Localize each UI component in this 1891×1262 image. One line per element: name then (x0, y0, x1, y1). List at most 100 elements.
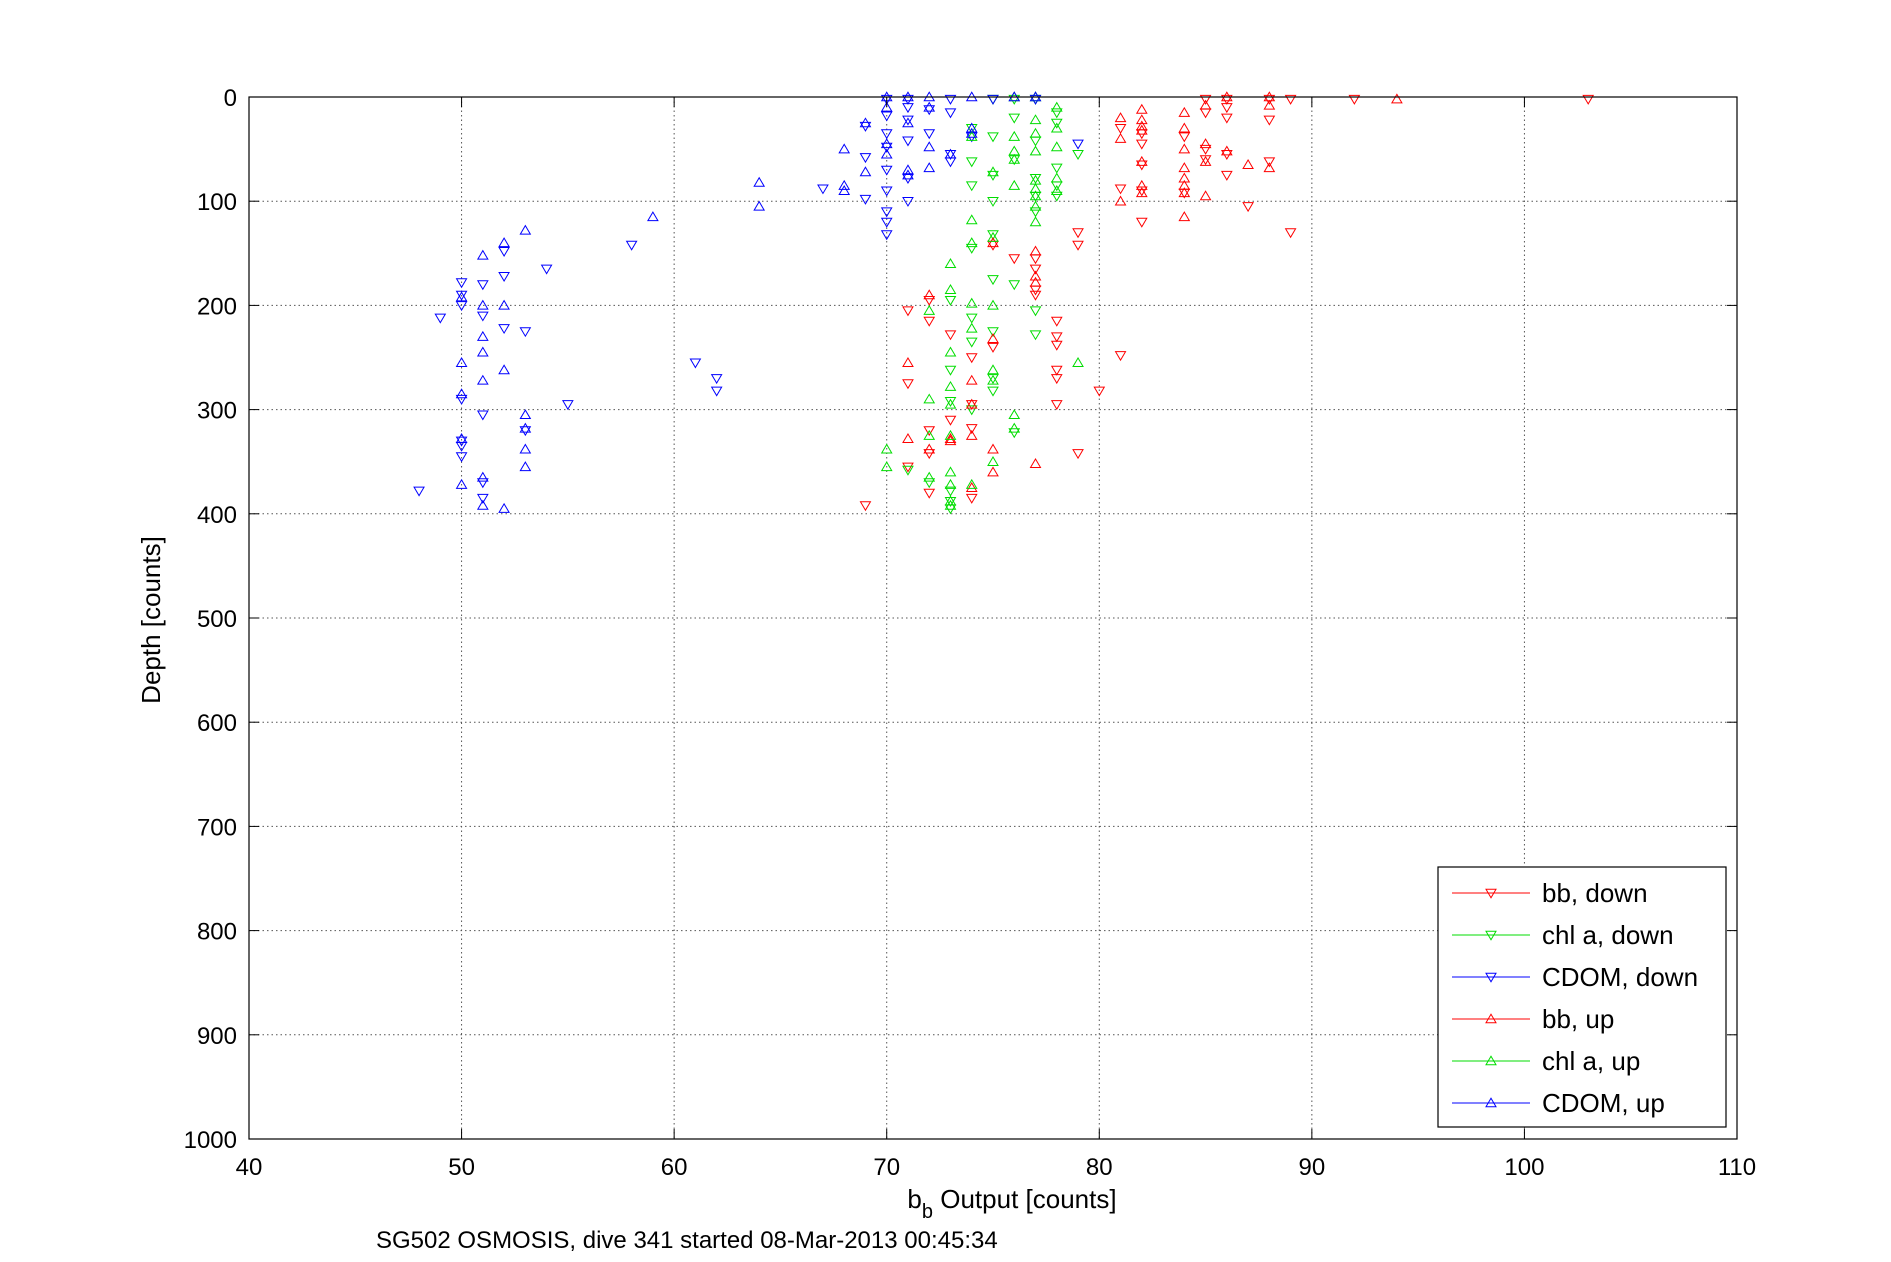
data-point (902, 136, 914, 147)
data-point (987, 299, 999, 310)
data-point (1029, 182, 1042, 193)
data-point (1114, 132, 1127, 143)
data-point (923, 295, 936, 306)
data-point (1008, 254, 1021, 265)
data-point (1050, 185, 1063, 196)
data-point (1263, 99, 1276, 110)
data-point (476, 493, 489, 504)
data-point (944, 346, 957, 357)
data-point (965, 297, 978, 308)
data-point (902, 465, 914, 476)
data-point (902, 306, 914, 317)
data-point (944, 398, 957, 409)
data-point (880, 207, 893, 218)
data-point (1008, 179, 1021, 190)
legend: bb, down chl a, down CDOM, down bb, up chl a… (1437, 866, 1727, 1128)
data-point (902, 379, 914, 390)
data-point (1029, 458, 1042, 469)
data-point (1050, 101, 1063, 112)
data-point (498, 299, 510, 310)
data-point (455, 278, 468, 289)
data-point (1135, 155, 1148, 166)
data-point (902, 164, 914, 175)
data-point (1029, 190, 1042, 201)
data-point (1072, 228, 1084, 239)
data-point (455, 356, 468, 367)
data-point (1008, 94, 1021, 105)
data-point (944, 257, 957, 268)
data-point (1008, 155, 1021, 166)
data-point (880, 101, 893, 112)
data-point (1199, 138, 1212, 149)
data-point (838, 143, 851, 154)
data-point (519, 422, 532, 433)
data-point (902, 94, 914, 105)
data-point (944, 435, 957, 446)
data-point (965, 130, 978, 141)
data-point (1050, 316, 1063, 327)
data-point (880, 94, 893, 105)
data-point (1284, 94, 1297, 105)
data-point (965, 124, 978, 134)
data-point (965, 237, 978, 248)
data-point (1220, 170, 1233, 181)
data-point (902, 433, 914, 444)
grid (249, 97, 1737, 1139)
series-2 (413, 94, 1084, 504)
data-point (987, 364, 999, 375)
data-point (965, 243, 978, 254)
data-point (902, 356, 914, 367)
data-point (1114, 112, 1127, 123)
data-point (1178, 106, 1191, 117)
legend-entry: CDOM, up (1452, 1088, 1665, 1118)
data-point (1029, 127, 1042, 138)
y-tick-label: 0 (224, 85, 237, 112)
data-point (965, 400, 978, 411)
data-point (965, 214, 978, 225)
data-point (987, 94, 999, 105)
data-point (923, 471, 936, 482)
data-point (1220, 94, 1233, 105)
data-point (753, 200, 766, 211)
data-point (902, 169, 914, 180)
data-point (965, 398, 978, 409)
data-point (1199, 94, 1212, 105)
data-point (1072, 150, 1084, 161)
legend-marker (1485, 888, 1497, 899)
x-tick-label: 60 (661, 1154, 688, 1181)
data-point (561, 400, 574, 411)
data-point (1263, 157, 1276, 168)
data-point (1178, 179, 1191, 190)
data-point (1135, 120, 1148, 131)
data-point (1050, 122, 1063, 133)
data-point (987, 275, 999, 286)
data-point (1050, 172, 1063, 183)
data-point (455, 291, 468, 302)
data-point (880, 165, 893, 176)
data-point (710, 386, 723, 397)
y-tick-label: 800 (197, 919, 237, 946)
data-point (944, 486, 957, 497)
data-point (625, 240, 638, 251)
data-point (923, 429, 936, 440)
x-tick-label: 40 (236, 1154, 263, 1181)
data-point (710, 374, 723, 385)
data-point (476, 471, 489, 482)
y-tick-label: 700 (197, 814, 237, 841)
data-point (1050, 332, 1063, 343)
data-point (1135, 103, 1148, 114)
legend-marker (1485, 1055, 1497, 1066)
data-point (1199, 99, 1212, 110)
data-point (923, 316, 936, 327)
data-point (965, 482, 978, 492)
data-point (1050, 191, 1063, 202)
data-point (987, 455, 999, 466)
data-point (1199, 155, 1212, 166)
data-point (987, 230, 999, 241)
data-point (944, 466, 957, 477)
data-point (987, 386, 999, 397)
data-point (944, 429, 957, 440)
data-point (1029, 207, 1042, 218)
data-point (965, 493, 978, 504)
data-point (434, 313, 447, 324)
